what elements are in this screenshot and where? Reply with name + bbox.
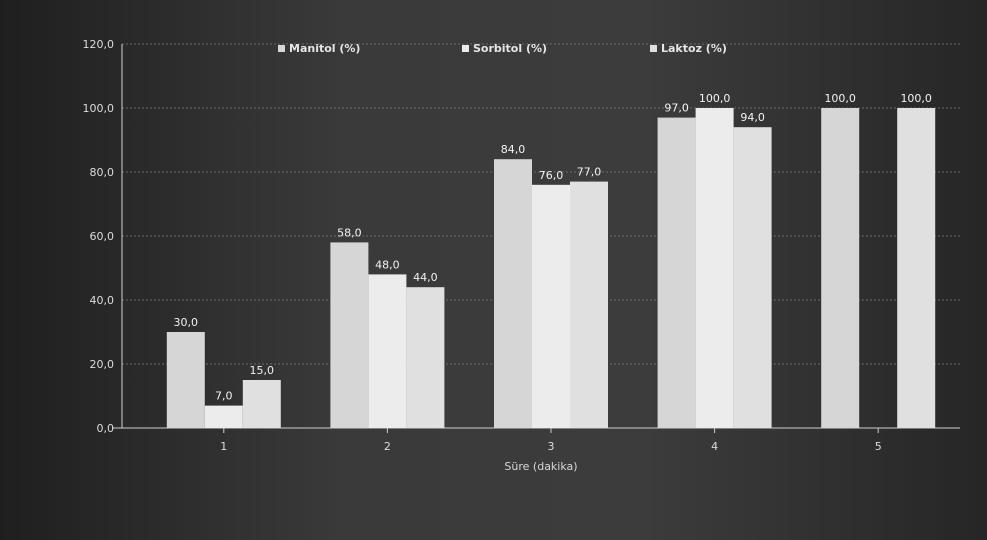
y-tick-label: 40,0 — [90, 294, 115, 307]
data-label: 15,0 — [250, 364, 275, 377]
bar — [532, 184, 570, 428]
legend-swatch — [462, 45, 469, 52]
data-label: 84,0 — [501, 143, 526, 156]
x-tick-label: 2 — [384, 440, 391, 453]
x-tick-label: 1 — [220, 440, 227, 453]
data-label: 30,0 — [174, 316, 199, 329]
bar — [494, 159, 532, 428]
legend-label: Sorbitol (%) — [473, 42, 547, 55]
x-axis-ticks: 1 2 3 4 5 — [220, 428, 882, 453]
bars — [166, 108, 936, 428]
x-tick-label: 3 — [548, 440, 555, 453]
data-label: 97,0 — [664, 102, 689, 115]
bar — [204, 405, 243, 428]
data-label: 94,0 — [740, 111, 765, 124]
x-axis-title: Süre (dakika) — [504, 460, 577, 473]
bar — [406, 287, 445, 428]
data-labels: 30,0 7,0 15,0 58,0 48,0 44,0 84,0 76,0 77,0 97,0 1… — [174, 92, 932, 403]
bar — [570, 181, 608, 428]
data-label: 76,0 — [539, 169, 564, 182]
x-tick-label: 4 — [711, 440, 718, 453]
y-tick-label: 80,0 — [90, 166, 115, 179]
y-tick-label: 60,0 — [90, 230, 115, 243]
bar — [695, 108, 734, 428]
data-label: 48,0 — [375, 258, 400, 271]
legend: Manitol (%) Sorbitol (%) Laktoz (%) — [278, 42, 727, 55]
data-label: 100,0 — [824, 92, 856, 105]
bar — [657, 117, 696, 428]
legend-label: Laktoz (%) — [661, 42, 727, 55]
bar — [897, 108, 936, 428]
data-label: 100,0 — [900, 92, 932, 105]
legend-label: Manitol (%) — [289, 42, 360, 55]
y-tick-label: 120,0 — [83, 38, 115, 51]
legend-swatch — [650, 45, 657, 52]
data-label: 58,0 — [337, 226, 362, 239]
data-label: 100,0 — [699, 92, 731, 105]
y-tick-label: 100,0 — [83, 102, 115, 115]
bar — [166, 332, 205, 428]
bar — [368, 274, 407, 428]
legend-swatch — [278, 45, 285, 52]
bar — [242, 380, 281, 428]
bar — [821, 108, 860, 428]
y-tick-label: 0,0 — [97, 422, 115, 435]
bar — [330, 242, 369, 428]
y-axis-ticks: 0,0 20,0 40,0 60,0 80,0 100,0 120,0 — [83, 38, 115, 435]
x-tick-label: 5 — [875, 440, 882, 453]
data-label: 77,0 — [577, 166, 602, 179]
bar — [733, 127, 772, 428]
y-tick-label: 20,0 — [90, 358, 115, 371]
data-label: 7,0 — [215, 390, 233, 403]
data-label: 44,0 — [413, 271, 438, 284]
